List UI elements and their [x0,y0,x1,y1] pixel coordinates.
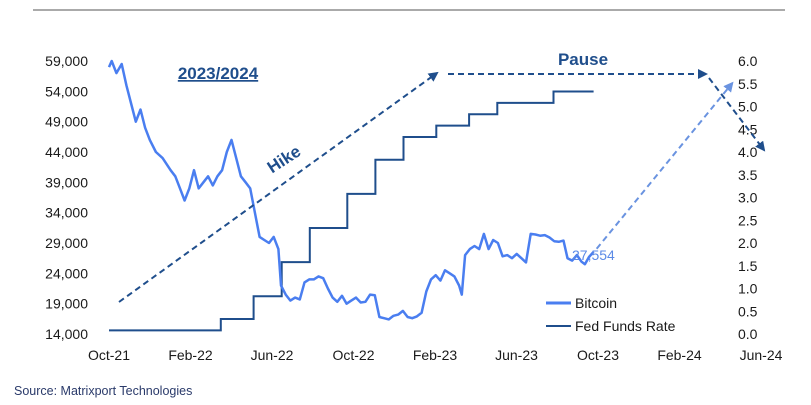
x-axis: Oct-21 Feb-22 Jun-22 Oct-22 Feb-23 Jun-23 Oct-… [88,347,783,363]
y-right-tick-label: 1.0 [738,281,758,297]
hike-arrow [118,71,439,303]
source-note: Source: Matrixport Technologies [14,384,193,398]
y-left-tick-label: 49,000 [45,114,88,130]
x-tick-label: Jun-24 [740,347,783,363]
x-tick-label: Feb-22 [168,347,213,363]
y-right-tick-label: 2.0 [738,235,758,251]
y-left-tick-label: 24,000 [45,265,88,281]
y-left-tick-label: 19,000 [45,296,88,312]
y-right-tick-label: 5.0 [738,99,758,115]
x-tick-label: Jun-22 [251,347,294,363]
bitcoin-projection-arrow [595,81,734,250]
y-left-tick-label: 59,000 [45,53,88,69]
x-tick-label: Feb-24 [657,347,702,363]
y-left-tick-label: 34,000 [45,205,88,221]
y-right-tick-label: 0.5 [738,303,758,319]
x-tick-label: Oct-23 [577,347,619,363]
y-right-tick-label: 4.0 [738,144,758,160]
y-right-tick-label: 6.0 [738,53,758,69]
y-left-tick-label: 54,000 [45,83,88,99]
x-tick-label: Jun-23 [495,347,538,363]
y-right-tick-label: 5.5 [738,76,758,92]
cut-arrow [708,77,766,152]
y-right-tick-label: 3.5 [738,167,758,183]
y-left-tick-label: 14,000 [45,326,88,342]
y-right-tick-label: 1.5 [738,258,758,274]
bitcoin-line [107,59,595,321]
x-tick-label: Feb-23 [413,347,458,363]
fed-funds-series [109,90,594,332]
last-value-label: 27,554 [572,247,615,263]
pause-label: Pause [558,50,608,69]
legend-label-fed: Fed Funds Rate [575,318,676,334]
y-left-tick-label: 39,000 [45,174,88,190]
projection-arrows [118,69,766,303]
x-tick-label: Oct-21 [88,347,130,363]
y-left-tick-label: 44,000 [45,144,88,160]
y-left-axis: 14,000 19,000 24,000 29,000 34,000 39,000 44,0… [45,53,88,342]
fed-funds-line [109,90,594,332]
y-right-axis: 0.00.51.01.52.02.53.03.54.04.55.05.56.0 [738,53,758,342]
x-tick-label: Oct-22 [332,347,374,363]
y-right-tick-label: 2.5 [738,212,758,228]
legend: Bitcoin Fed Funds Rate [546,295,676,334]
y-right-tick-label: 0.0 [738,326,758,342]
y-left-tick-label: 29,000 [45,235,88,251]
y-right-tick-label: 3.0 [738,190,758,206]
legend-label-bitcoin: Bitcoin [575,295,617,311]
chart-title: 2023/2024 [178,64,259,83]
bitcoin-series [107,59,595,321]
